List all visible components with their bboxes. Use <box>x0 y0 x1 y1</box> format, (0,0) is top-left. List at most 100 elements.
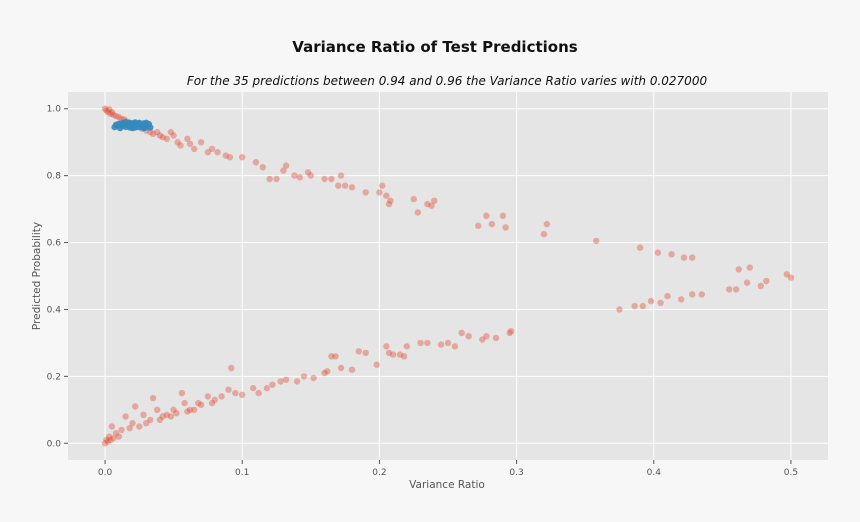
data-point <box>631 302 638 310</box>
data-point <box>255 389 262 397</box>
data-point <box>543 220 550 228</box>
data-point <box>341 182 349 189</box>
data-point <box>376 189 383 196</box>
data-point <box>414 209 421 216</box>
data-point <box>698 291 705 298</box>
data-point <box>103 107 110 114</box>
data-point <box>269 381 276 388</box>
data-point <box>424 339 431 347</box>
data-point <box>680 254 688 261</box>
data-point <box>483 333 490 340</box>
data-point <box>332 353 339 360</box>
data-point <box>126 425 133 432</box>
selected-point <box>132 119 139 126</box>
data-point <box>211 396 218 403</box>
data-point <box>479 336 486 343</box>
data-point <box>106 106 113 113</box>
data-point <box>735 266 742 273</box>
data-point <box>636 244 644 251</box>
data-point <box>307 172 314 179</box>
data-point <box>362 189 369 196</box>
data-point <box>129 420 136 427</box>
data-point <box>293 378 301 385</box>
data-point <box>170 132 177 139</box>
x-tick-label: 0.4 <box>647 468 662 478</box>
data-point <box>156 416 164 424</box>
selected-point <box>147 124 154 131</box>
data-point <box>668 251 675 258</box>
data-point <box>259 164 266 171</box>
y-tick-label: 0.8 <box>47 172 62 182</box>
data-point <box>277 378 284 385</box>
data-point <box>355 348 362 355</box>
data-point <box>593 237 600 245</box>
data-point <box>451 343 459 350</box>
data-point <box>424 200 431 208</box>
data-point <box>379 182 386 189</box>
data-point <box>726 286 733 293</box>
data-point <box>417 339 424 347</box>
data-point <box>147 416 154 424</box>
data-point <box>163 411 170 418</box>
y-tick-label: 0.2 <box>47 372 61 382</box>
x-tick-label: 0.0 <box>98 468 113 478</box>
data-point <box>101 440 109 447</box>
data-point <box>337 364 345 372</box>
data-point <box>156 132 164 139</box>
data-point <box>132 403 139 410</box>
data-point <box>335 182 342 189</box>
data-point <box>108 423 116 430</box>
data-point <box>225 386 232 393</box>
y-tick-label: 0.0 <box>47 439 62 449</box>
data-point <box>291 172 298 179</box>
data-point <box>186 140 194 148</box>
x-axis-label: Variance Ratio <box>409 479 485 491</box>
data-point <box>252 159 260 166</box>
data-point <box>282 376 290 383</box>
data-point <box>136 423 143 430</box>
data-point <box>191 145 198 153</box>
data-point <box>191 406 198 413</box>
data-point <box>273 175 280 183</box>
data-point <box>110 435 117 442</box>
data-point <box>149 130 157 137</box>
data-point <box>499 212 507 219</box>
data-point <box>488 220 496 228</box>
data-point <box>465 333 472 340</box>
data-point <box>507 328 515 335</box>
data-point <box>195 399 202 407</box>
data-point <box>458 329 465 337</box>
data-point <box>214 149 221 156</box>
data-point <box>101 105 109 112</box>
data-point <box>118 426 125 434</box>
data-point <box>173 410 180 417</box>
data-point <box>743 279 751 286</box>
data-point <box>184 408 191 415</box>
selected-point <box>118 120 125 127</box>
data-point <box>263 384 271 392</box>
data-point <box>437 341 445 348</box>
data-point <box>475 222 482 229</box>
data-point <box>296 174 303 181</box>
data-point <box>104 438 112 445</box>
data-point <box>184 135 191 142</box>
x-tick-label: 0.5 <box>784 468 798 478</box>
y-axis-label: Predicted Probability <box>31 222 43 330</box>
data-point <box>348 366 356 373</box>
data-point <box>348 184 356 191</box>
data-point <box>757 282 764 290</box>
data-point <box>502 224 509 231</box>
data-point <box>228 364 235 372</box>
data-point <box>112 430 120 437</box>
data-point <box>428 202 435 209</box>
data-point <box>108 108 116 116</box>
data-point <box>250 384 257 392</box>
data-point <box>403 343 410 350</box>
data-point <box>373 361 380 368</box>
selected-point <box>140 124 147 131</box>
data-point <box>222 152 229 159</box>
data-point <box>218 393 225 400</box>
data-point <box>103 436 110 444</box>
y-tick-label: 1.0 <box>47 105 62 115</box>
